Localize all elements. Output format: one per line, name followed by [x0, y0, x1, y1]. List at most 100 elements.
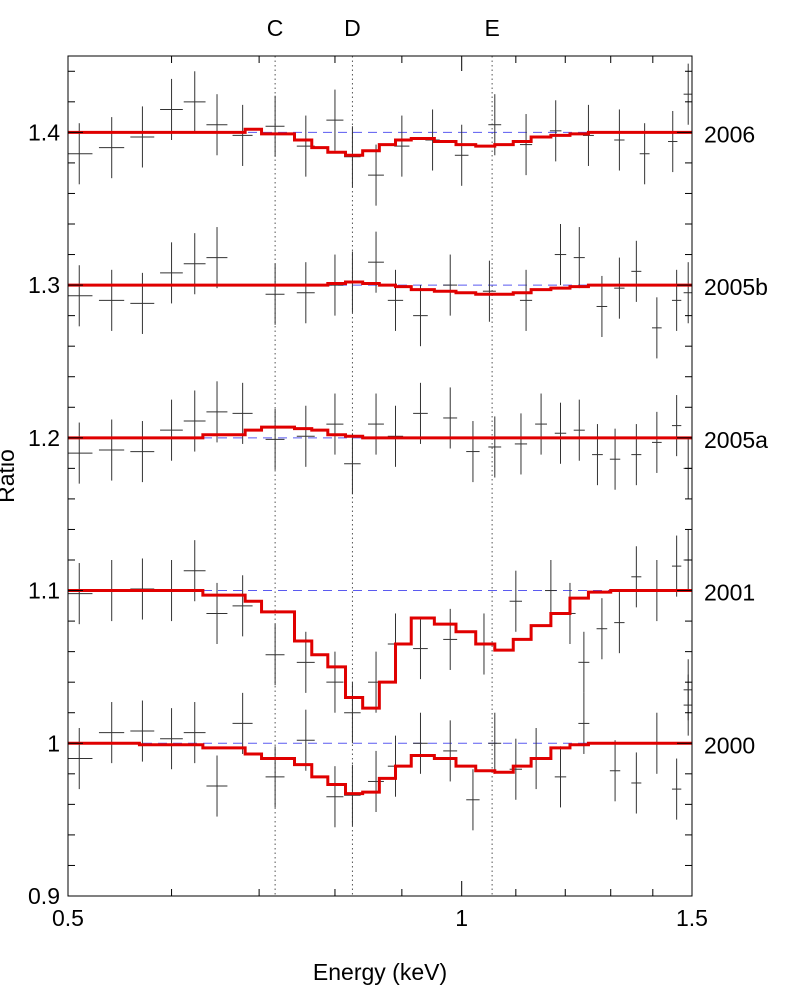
data-point-2006 [206, 94, 228, 156]
data-point-2005b [573, 227, 585, 289]
data-point-2000 [296, 709, 315, 771]
data-point-2001 [232, 575, 253, 637]
data-point-2005b [683, 262, 692, 324]
line-markers: C D E [267, 15, 500, 896]
data-point-2001 [596, 598, 608, 660]
data-point-2006 [454, 124, 469, 186]
y-tick-label: 0.9 [28, 883, 60, 909]
data-point-2005a [631, 424, 642, 486]
data-point-2000 [368, 750, 384, 812]
data-point-2005a [68, 422, 93, 484]
data-point-2000 [631, 752, 642, 814]
data-point-2000 [443, 720, 458, 782]
data-point-2005a [130, 421, 155, 483]
data-point-2000 [344, 764, 361, 826]
data-point-2005a [183, 390, 206, 452]
data-point-2006 [668, 110, 678, 173]
data-point-2006 [326, 89, 344, 151]
data-point-2006 [183, 71, 206, 133]
data-point-2001 [509, 570, 522, 632]
series-label-2000: 2000 [704, 732, 755, 758]
data-point-2005a [98, 419, 125, 481]
axis-ticks: 0.5 1 1.5 0.9 1 1.1 1.2 1.3 1.4 [28, 56, 708, 931]
data-point-2005a [652, 411, 662, 473]
data-point-2005b [68, 265, 93, 327]
data-point-2001 [545, 560, 557, 622]
data-point-2005a [466, 421, 480, 483]
y-tick-label: 1.1 [28, 578, 60, 604]
data-point-2006 [683, 63, 692, 125]
data-point-2000 [130, 700, 155, 762]
data-point-2006 [160, 78, 183, 140]
data-point-2006 [519, 114, 533, 176]
series-label-2006: 2006 [704, 121, 755, 147]
data-point-2005b [98, 269, 125, 331]
data-point-2005b [387, 269, 404, 331]
data-point-2000 [183, 702, 206, 764]
data-point-2006 [368, 144, 384, 206]
data-point-2005a [296, 405, 315, 467]
data-point-2000 [98, 702, 125, 764]
data-point-2000 [509, 738, 522, 800]
data-point-2005a [443, 387, 458, 449]
data-point-2005b [554, 224, 567, 286]
series-label-2005b: 2005b [704, 274, 768, 300]
series-label-2005a: 2005a [704, 427, 768, 453]
model-line-2000 [68, 741, 692, 796]
data-point-2001 [344, 682, 361, 744]
data-point-2000 [466, 769, 480, 831]
data-point-2005b [631, 240, 642, 302]
data-point-2001 [614, 592, 625, 654]
y-tick-label: 1 [47, 730, 60, 756]
data-point-2000 [232, 692, 253, 754]
model-line-2005a [68, 425, 692, 440]
y-tick-label: 1.3 [28, 272, 60, 298]
model-lines: 2006 2005b 2005a 2001 2000 [68, 121, 768, 796]
data-point-2000 [160, 708, 183, 770]
data-point-2005b [160, 242, 183, 304]
data-point-2000 [68, 728, 93, 790]
data-point-2000 [265, 746, 285, 808]
data-point-2001 [413, 618, 428, 680]
marker-label-c: C [267, 15, 284, 41]
data-point-2000 [554, 746, 567, 808]
data-point-2005b [482, 260, 496, 322]
series-label-2001: 2001 [704, 580, 755, 606]
axis-labels: Energy (keV) Ratio [0, 449, 447, 985]
data-point-2006 [425, 109, 440, 171]
data-point-2006 [582, 104, 594, 166]
data-point-2006 [265, 95, 285, 157]
x-tick-label: 0.5 [52, 905, 84, 931]
y-tick-label: 1.4 [28, 119, 60, 145]
model-line-2001 [68, 589, 692, 710]
data-points [68, 63, 692, 831]
data-point-2001 [206, 582, 228, 644]
x-axis-title: Energy (keV) [313, 959, 447, 985]
model-line-2006 [68, 127, 692, 157]
data-point-2000 [488, 712, 502, 774]
data-point-2005a [573, 399, 585, 461]
data-point-2001 [631, 546, 642, 608]
data-point-2005a [514, 413, 528, 475]
data-point-2005a [326, 393, 344, 455]
data-point-2006 [130, 106, 155, 168]
data-point-2005a [413, 382, 428, 444]
data-point-2005a [206, 381, 228, 443]
data-point-2005b [652, 297, 662, 359]
data-point-2006 [344, 126, 361, 188]
data-point-2006 [232, 104, 253, 166]
marker-label-e: E [484, 15, 499, 41]
data-point-2001 [68, 563, 93, 625]
data-point-2005a [554, 402, 567, 464]
y-tick-label: 1.2 [28, 425, 60, 451]
data-point-2005a [535, 393, 547, 455]
data-point-2001 [265, 624, 285, 686]
data-point-2005a [344, 433, 361, 495]
data-point-2005a [488, 416, 502, 478]
marker-label-d: D [344, 15, 361, 41]
data-point-2005b [443, 254, 458, 316]
plot-frame [67, 55, 693, 897]
data-point-2006 [614, 109, 625, 171]
data-point-2001 [578, 631, 590, 693]
data-point-2005b [519, 269, 533, 331]
